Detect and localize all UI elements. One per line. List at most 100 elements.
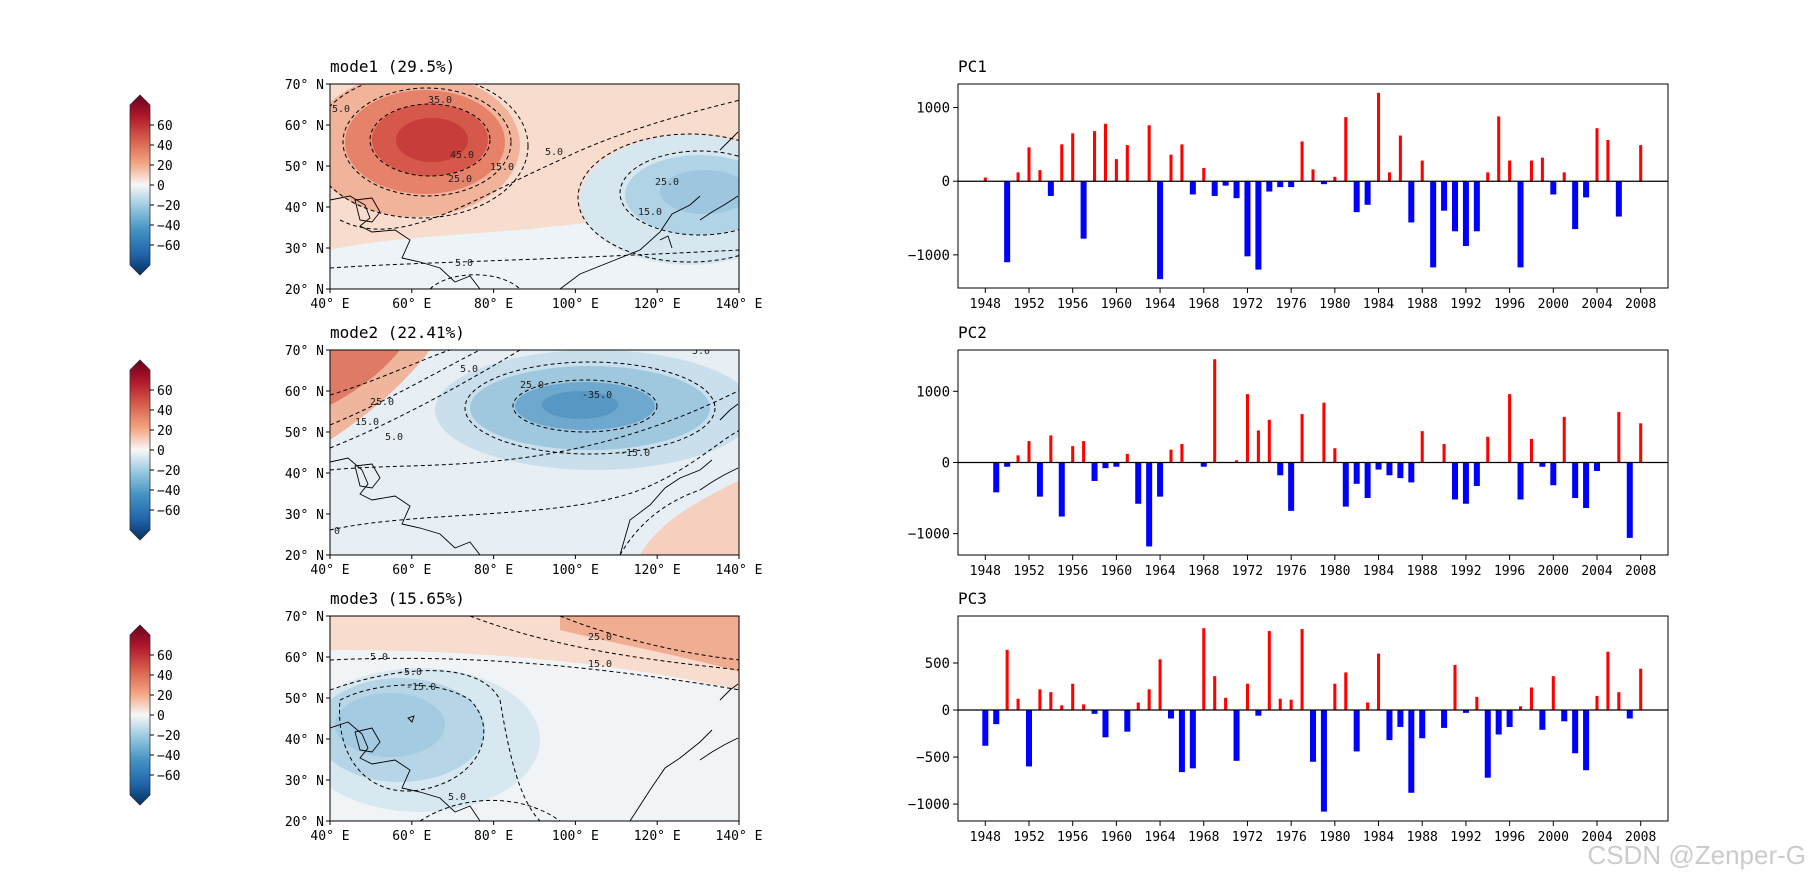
coastline <box>354 197 381 223</box>
x-tick-label: 1988 <box>1407 830 1438 845</box>
bar-1954 <box>1049 435 1053 463</box>
bar-1994 <box>1486 172 1490 182</box>
contour-line <box>369 103 491 177</box>
bar-1954 <box>1047 181 1054 196</box>
bar-2003 <box>1583 181 1590 198</box>
bar-1956 <box>1071 446 1075 463</box>
contour-line <box>339 99 739 230</box>
bar-2004 <box>1593 462 1601 472</box>
lon-tick-label: 120° E <box>634 297 681 312</box>
colorbar-tick-label: −60 <box>157 239 180 254</box>
colorbar-tick-label: 40 <box>157 669 173 684</box>
contour-label: 5.0 <box>545 147 563 158</box>
coastline <box>629 729 713 821</box>
contour-line <box>330 350 521 449</box>
contour-label: 15.0 <box>490 162 514 173</box>
colorbar-tick-label: −20 <box>157 464 180 479</box>
bar-1950 <box>1004 181 1011 263</box>
bar-1980 <box>1333 176 1337 182</box>
contour-line <box>330 249 739 269</box>
x-tick-label: 1988 <box>1407 564 1438 579</box>
lat-tick-label: 50° N <box>285 692 324 707</box>
contour-label: 15.0 <box>638 207 662 218</box>
colorbar-body <box>129 624 151 806</box>
y-tick-label: 0 <box>942 455 950 471</box>
bar-1965 <box>1169 449 1173 463</box>
contour-label: 5.0 <box>332 104 350 115</box>
bar-1955 <box>1060 705 1064 711</box>
bar-1987 <box>1408 462 1415 483</box>
bar-1999 <box>1539 710 1546 730</box>
contour-label: -35.0 <box>582 390 612 401</box>
x-tick-label: 1952 <box>1013 297 1044 312</box>
bar-1992 <box>1462 710 1469 713</box>
bar-1977 <box>1300 414 1304 463</box>
bar-1960 <box>1113 462 1120 467</box>
x-tick-label: 1956 <box>1057 297 1088 312</box>
contour-line <box>429 274 521 289</box>
y-tick-label: 1000 <box>916 384 950 400</box>
bar-1982 <box>1353 462 1360 484</box>
bar-1968 <box>1202 167 1206 182</box>
colorbar-tick-label: 20 <box>157 424 173 439</box>
contour-label: 15.0 <box>355 417 379 428</box>
lon-tick-label: 120° E <box>634 563 681 578</box>
bar-1997 <box>1517 181 1524 268</box>
bar-1961 <box>1125 145 1129 182</box>
bar-1979 <box>1320 181 1327 185</box>
x-tick-label: 1984 <box>1363 297 1394 312</box>
bar-1998 <box>1529 438 1533 463</box>
bar-1975 <box>1277 181 1284 188</box>
coastline <box>699 195 739 221</box>
colorbar-tick-label: 20 <box>157 689 173 704</box>
y-tick-label: 0 <box>942 703 950 719</box>
x-tick-label: 1964 <box>1144 830 1175 845</box>
bar-1960 <box>1114 159 1118 182</box>
bar-1961 <box>1124 710 1131 732</box>
map-mode1: mode1 (29.5%) 35.0 45.0 <box>285 57 763 312</box>
bar-1970 <box>1222 181 1229 186</box>
bar-1973 <box>1256 430 1260 463</box>
field-blob <box>542 391 618 419</box>
bar-1986 <box>1397 462 1404 479</box>
bar-2007 <box>1626 462 1633 538</box>
bar-1974 <box>1267 631 1271 711</box>
bar-1985 <box>1386 462 1393 476</box>
lon-tick-label: 60° E <box>392 829 431 844</box>
bar-1973 <box>1255 181 1262 270</box>
bar-1999 <box>1540 157 1544 182</box>
x-tick-label: 2008 <box>1625 830 1656 845</box>
bar-1966 <box>1180 144 1184 182</box>
field-blob <box>640 480 739 555</box>
bar-1983 <box>1364 181 1371 205</box>
bar-1984 <box>1377 653 1381 711</box>
bar-1990 <box>1441 710 1448 728</box>
lon-tick-label: 120° E <box>634 829 681 844</box>
coastline <box>699 467 739 491</box>
bar-1996 <box>1506 710 1513 727</box>
bar-1972 <box>1244 181 1251 257</box>
bar-1962 <box>1135 462 1142 504</box>
contour-line <box>464 361 716 455</box>
x-tick-label: 2004 <box>1581 830 1612 845</box>
bar-1976 <box>1288 462 1295 511</box>
bar-1985 <box>1386 710 1393 741</box>
bar-1990 <box>1441 181 1448 211</box>
bar-1963 <box>1147 689 1151 711</box>
bar-1988 <box>1420 431 1424 463</box>
bar-1999 <box>1539 462 1546 467</box>
lat-tick-label: 50° N <box>285 426 324 441</box>
colorbar-tick-label: 0 <box>157 179 165 194</box>
bar-2002 <box>1572 462 1579 499</box>
bar-1991 <box>1451 462 1459 500</box>
x-tick-label: 1968 <box>1188 830 1219 845</box>
bar-2001 <box>1561 710 1568 722</box>
x-tick-label: 1952 <box>1013 830 1044 845</box>
contour-label: 5.0 <box>455 258 473 269</box>
lat-tick-label: 70° N <box>285 344 324 359</box>
x-tick-label: 1996 <box>1494 830 1525 845</box>
bar-1966 <box>1178 710 1185 773</box>
lon-tick-label: 100° E <box>552 297 599 312</box>
coastline <box>354 727 381 753</box>
